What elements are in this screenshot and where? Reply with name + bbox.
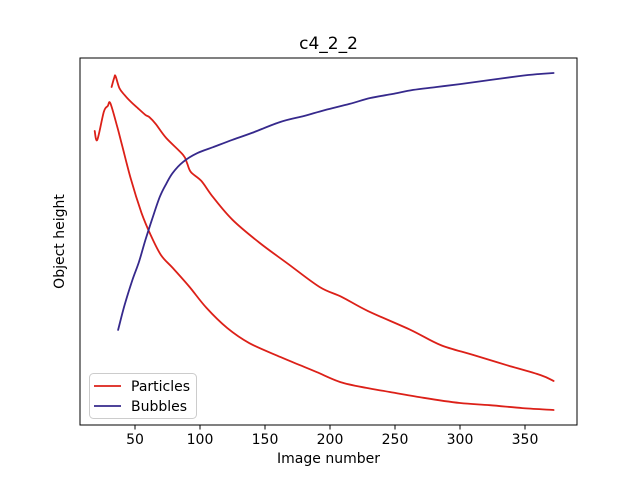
legend-label-particles: Particles xyxy=(131,379,190,395)
curve-bubbles-trace xyxy=(117,72,555,331)
legend-item-bubbles: Bubbles xyxy=(94,399,187,415)
x-tick-label: 350 xyxy=(512,432,539,448)
plot-border xyxy=(79,57,578,426)
x-tick-label: 50 xyxy=(126,432,144,448)
x-tick-label: 150 xyxy=(252,432,279,448)
curve-particles-trace-1 xyxy=(110,74,555,382)
x-axis-label: Image number xyxy=(277,451,380,467)
x-tick-label: 250 xyxy=(382,432,409,448)
x-axis-ticks: 50 100 150 200 250 300 350 xyxy=(126,425,538,448)
x-tick-label: 200 xyxy=(317,432,344,448)
x-tick-label: 100 xyxy=(187,432,214,448)
curve-particles-trace-2 xyxy=(93,101,555,411)
legend-label-bubbles: Bubbles xyxy=(131,399,187,415)
chart-title: c4_2_2 xyxy=(299,34,358,54)
legend-item-particles: Particles xyxy=(94,379,190,395)
legend-box xyxy=(89,373,197,419)
curves-group xyxy=(93,72,555,411)
legend: Particles Bubbles xyxy=(89,373,197,419)
y-axis-label: Object height xyxy=(52,194,68,289)
x-tick-label: 300 xyxy=(447,432,474,448)
